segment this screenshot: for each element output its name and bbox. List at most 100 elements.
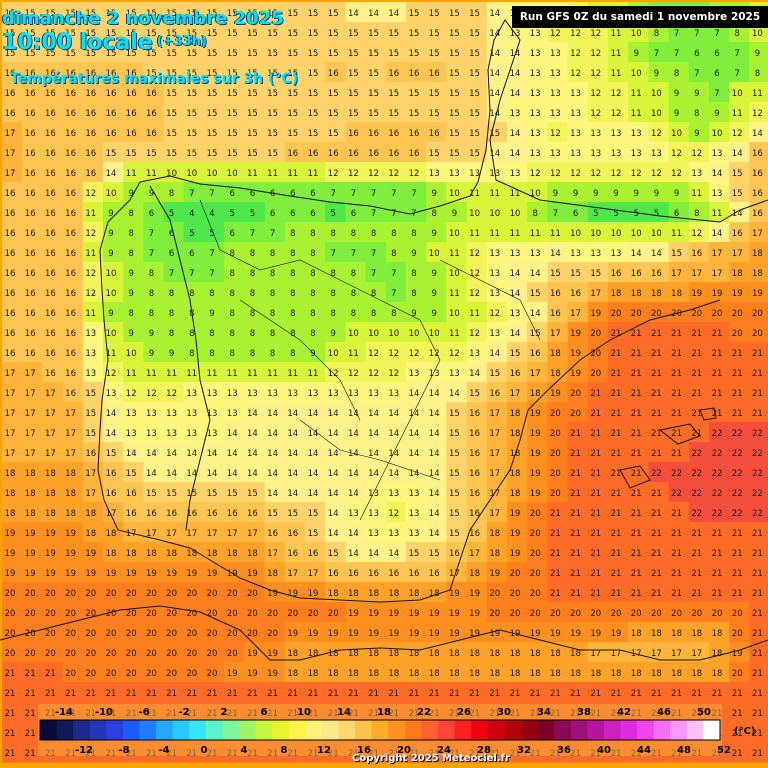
shading-cell [143, 142, 165, 163]
temperature-value: 20 [530, 569, 541, 579]
shading-cell [466, 462, 488, 483]
shading-cell [163, 402, 185, 423]
temperature-value: 18 [207, 549, 218, 559]
temperature-value: 10 [631, 29, 642, 39]
shading-cell [688, 462, 710, 483]
shading-cell [365, 202, 387, 223]
legend-label-upper: 18 [377, 707, 391, 718]
shading-cell [608, 562, 629, 583]
shading-cell [42, 482, 64, 503]
temperature-value: 21 [25, 749, 36, 759]
temperature-value: 15 [106, 149, 117, 159]
temperature-value: 11 [308, 169, 319, 179]
shading-cell [224, 162, 245, 183]
temperature-value: 16 [5, 89, 16, 99]
legend-label-lower: 44 [637, 745, 651, 756]
shading-cell [406, 102, 427, 123]
temperature-value: 14 [429, 429, 440, 439]
temperature-value: 14 [388, 9, 399, 19]
temperature-value: 11 [691, 189, 702, 199]
shading-cell [688, 562, 710, 583]
shading-cell [82, 42, 104, 63]
shading-cell [385, 222, 407, 243]
shading-cell [749, 162, 768, 183]
temperature-value: 16 [308, 549, 319, 559]
temperature-value: 15 [65, 9, 76, 19]
shading-cell [628, 262, 649, 283]
shading-cell [406, 562, 427, 583]
temperature-value: 16 [368, 129, 379, 139]
temperature-value: 5 [654, 209, 659, 219]
shading-cell [305, 182, 326, 203]
shading-cell [587, 282, 609, 303]
temperature-value: 15 [186, 49, 197, 59]
shading-cell [587, 442, 609, 463]
temperature-value: 20 [651, 609, 662, 619]
shading-cell [486, 682, 508, 703]
temperature-value: 16 [328, 149, 339, 159]
temperature-value: 21 [85, 689, 96, 699]
temperature-value: 13 [429, 169, 440, 179]
shading-cell [709, 622, 730, 643]
shading-cell [325, 542, 346, 563]
shading-cell [547, 562, 569, 583]
temperature-value: 15 [126, 9, 137, 19]
shading-cell [123, 162, 144, 183]
shading-cell [305, 482, 326, 503]
shading-cell [264, 622, 286, 643]
shading-cell [284, 682, 306, 703]
temperature-value: 19 [530, 629, 541, 639]
temperature-value: 13 [530, 89, 541, 99]
temperature-value: 21 [732, 689, 743, 699]
shading-cell [204, 562, 225, 583]
temperature-value: 10 [449, 189, 460, 199]
shading-cell [446, 42, 468, 63]
temperature-value: 11 [469, 189, 480, 199]
legend-unit: (°C) [734, 726, 756, 737]
shading-cell [709, 682, 730, 703]
shading-cell [406, 662, 427, 683]
shading-cell [567, 282, 589, 303]
shading-cell [587, 602, 609, 623]
temperature-value: 16 [65, 369, 76, 379]
shading-cell [608, 522, 629, 543]
shading-cell [709, 442, 730, 463]
shading-cell [62, 622, 84, 643]
temperature-value: 17 [691, 649, 702, 659]
shading-cell [486, 542, 508, 563]
shading-cell [729, 582, 750, 603]
shading-cell [668, 182, 690, 203]
shading-cell [264, 602, 286, 623]
shading-cell [2, 522, 23, 543]
temperature-value: 18 [429, 589, 440, 599]
temperature-value: 21 [590, 469, 601, 479]
temperature-value: 21 [65, 689, 76, 699]
temperature-value: 21 [590, 449, 601, 459]
shading-cell [345, 182, 367, 203]
temperature-value: 15 [590, 269, 601, 279]
shading-cell [648, 162, 670, 183]
temperature-value: 11 [510, 229, 521, 239]
temperature-value: 20 [590, 609, 601, 619]
shading-cell [527, 242, 548, 263]
legend-swatch [686, 720, 704, 740]
temperature-value: 19 [207, 569, 218, 579]
shading-cell [567, 182, 589, 203]
shading-cell [264, 302, 286, 323]
shading-cell [648, 522, 670, 543]
shading-cell [527, 82, 548, 103]
temperature-value: 14 [368, 449, 379, 459]
temperature-value: 15 [106, 449, 117, 459]
temperature-value: 17 [287, 569, 298, 579]
shading-cell [365, 22, 387, 43]
temperature-value: 16 [85, 89, 96, 99]
shading-cell [264, 482, 286, 503]
shading-cell [163, 222, 185, 243]
legend-swatch [637, 720, 654, 740]
shading-cell [22, 342, 43, 363]
temperature-value: 21 [732, 369, 743, 379]
temperature-value: 18 [712, 649, 723, 659]
shading-cell [345, 322, 367, 343]
shading-cell [749, 182, 768, 203]
shading-cell [527, 202, 548, 223]
